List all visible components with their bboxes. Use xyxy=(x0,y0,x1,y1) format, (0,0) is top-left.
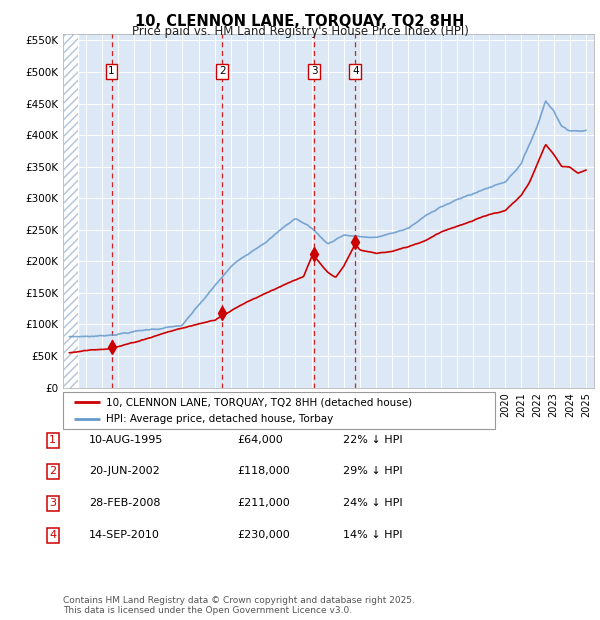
Text: 22% ↓ HPI: 22% ↓ HPI xyxy=(343,435,403,445)
Text: 1: 1 xyxy=(49,435,56,445)
Text: 10, CLENNON LANE, TORQUAY, TQ2 8HH: 10, CLENNON LANE, TORQUAY, TQ2 8HH xyxy=(136,14,464,29)
Text: Contains HM Land Registry data © Crown copyright and database right 2025.
This d: Contains HM Land Registry data © Crown c… xyxy=(63,596,415,615)
Text: 4: 4 xyxy=(49,530,56,540)
Text: 14-SEP-2010: 14-SEP-2010 xyxy=(89,530,160,540)
Text: £230,000: £230,000 xyxy=(237,530,290,540)
Text: 3: 3 xyxy=(49,498,56,508)
FancyBboxPatch shape xyxy=(63,392,495,429)
Text: 24% ↓ HPI: 24% ↓ HPI xyxy=(343,498,403,508)
Bar xyxy=(63,34,79,388)
Text: 29% ↓ HPI: 29% ↓ HPI xyxy=(343,466,403,476)
Text: Price paid vs. HM Land Registry's House Price Index (HPI): Price paid vs. HM Land Registry's House … xyxy=(131,25,469,38)
Text: 3: 3 xyxy=(311,66,317,76)
Text: 1: 1 xyxy=(108,66,115,76)
Text: £118,000: £118,000 xyxy=(237,466,290,476)
Text: 2: 2 xyxy=(49,466,56,476)
Text: 4: 4 xyxy=(352,66,359,76)
Text: £64,000: £64,000 xyxy=(237,435,283,445)
Text: 2: 2 xyxy=(219,66,226,76)
Text: 20-JUN-2002: 20-JUN-2002 xyxy=(89,466,160,476)
Text: HPI: Average price, detached house, Torbay: HPI: Average price, detached house, Torb… xyxy=(106,414,334,423)
Bar xyxy=(63,34,79,388)
Text: £211,000: £211,000 xyxy=(237,498,290,508)
Text: 10-AUG-1995: 10-AUG-1995 xyxy=(89,435,163,445)
Text: 10, CLENNON LANE, TORQUAY, TQ2 8HH (detached house): 10, CLENNON LANE, TORQUAY, TQ2 8HH (deta… xyxy=(106,397,412,407)
Text: 28-FEB-2008: 28-FEB-2008 xyxy=(89,498,160,508)
Text: 14% ↓ HPI: 14% ↓ HPI xyxy=(343,530,403,540)
